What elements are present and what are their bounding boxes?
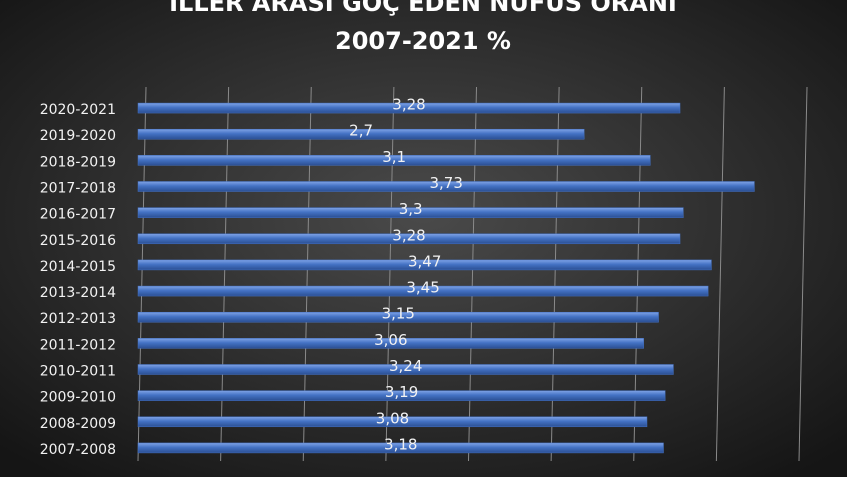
- value-label: 3,19: [385, 383, 418, 401]
- y-tick-label: 2012-2013: [40, 311, 116, 327]
- bar: [137, 416, 648, 428]
- bar: [137, 128, 585, 140]
- value-label: 3,28: [392, 226, 425, 244]
- grid-line: [798, 86, 808, 462]
- value-label: 3,3: [399, 200, 423, 218]
- bar: [137, 102, 681, 114]
- bar: [137, 285, 709, 297]
- chart-subtitle: 2007-2021 %: [335, 27, 511, 55]
- y-tick-label: 2010-2011: [40, 364, 116, 380]
- value-label: 3,18: [384, 435, 417, 453]
- y-tick-label: 2017-2018: [40, 181, 116, 197]
- bar: [137, 390, 666, 401]
- y-tick-label: 2011-2012: [40, 337, 116, 353]
- y-tick-label: 2014-2015: [40, 259, 116, 275]
- value-label: 3,08: [376, 409, 409, 427]
- value-label: 3,47: [408, 252, 441, 270]
- y-tick-label: 2008-2009: [40, 416, 116, 432]
- value-label: 3,1: [382, 148, 406, 166]
- y-tick-label: 2019-2020: [40, 128, 116, 144]
- bar: [137, 259, 712, 271]
- value-label: 3,24: [389, 357, 422, 375]
- bar: [137, 364, 674, 375]
- y-tick-label: 2007-2008: [40, 442, 116, 458]
- bar: [137, 338, 644, 349]
- bar: [137, 442, 664, 454]
- y-tick-label: 2009-2010: [40, 390, 116, 406]
- y-tick-label: 2013-2014: [40, 285, 116, 301]
- value-label: 3,73: [429, 174, 462, 192]
- value-label: 3,45: [406, 279, 439, 297]
- value-label: 3,28: [392, 96, 425, 114]
- value-label: 3,15: [382, 305, 415, 323]
- y-tick-label: 2018-2019: [40, 154, 116, 170]
- bar: [137, 207, 684, 218]
- bar: [137, 155, 651, 166]
- bar: [137, 233, 681, 245]
- value-label: 3,06: [374, 331, 407, 349]
- bar: [137, 311, 659, 323]
- y-tick-label: 2020-2021: [40, 102, 116, 118]
- bar: [137, 181, 755, 192]
- chart-title: İLLER ARASI GÖÇ EDEN NÜFUS ORANI: [169, 0, 677, 17]
- value-label: 2,7: [349, 122, 373, 140]
- y-tick-label: 2016-2017: [40, 207, 116, 223]
- grid-line: [715, 86, 725, 462]
- y-tick-label: 2015-2016: [40, 233, 116, 249]
